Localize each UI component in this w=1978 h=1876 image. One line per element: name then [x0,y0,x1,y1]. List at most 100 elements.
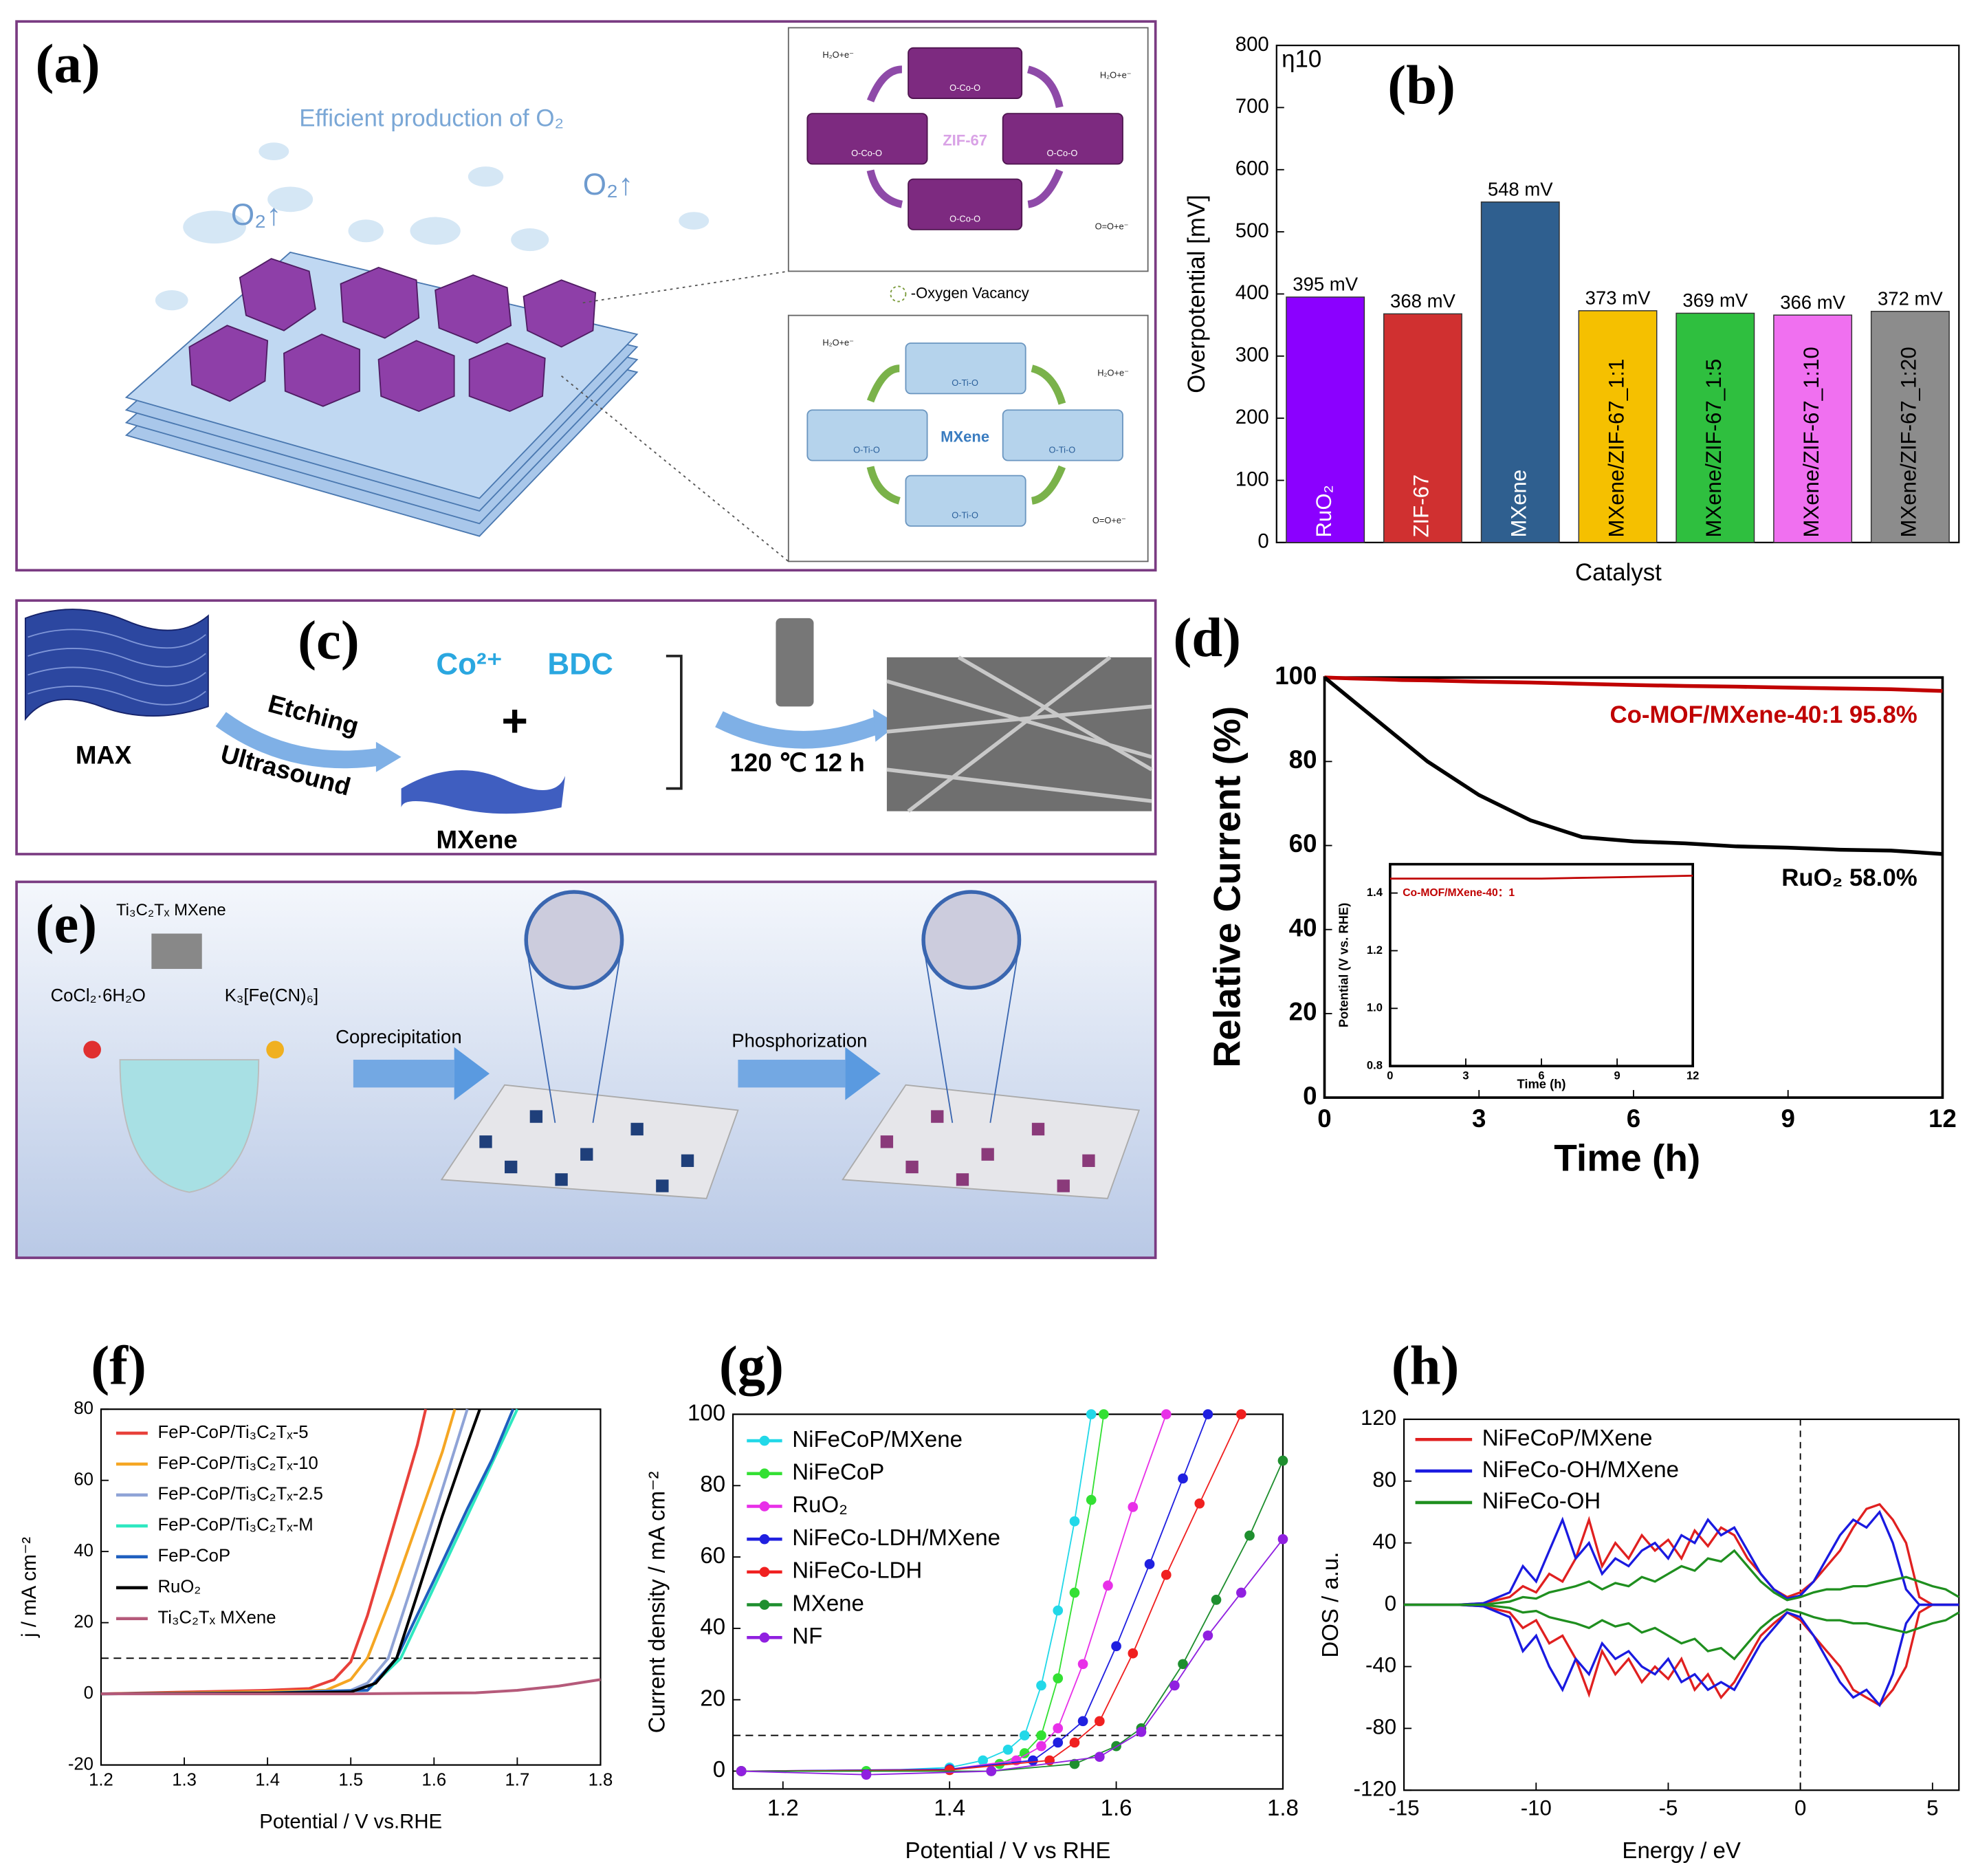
x-tick-label: 0 [1387,1069,1393,1082]
x-tick-label: 9 [1781,1104,1794,1133]
series-marker [1128,1502,1139,1512]
panel-e: (e) Ti₃C₂Tₓ MXene CoCl₂·6H₂O K₃[Fe(CN)₆]… [15,880,1157,1259]
schematic-title: Efficient production of O₂ [299,105,564,131]
series-marker [1161,1569,1172,1580]
y-tick-label: -80 [1365,1715,1396,1739]
arrow [353,1060,454,1088]
legend-text: -Oxygen Vacancy [911,284,1029,301]
legend-label: FeP-CoP/Ti₃C₂Tₓ-2.5 [158,1485,323,1504]
label: BDC [547,647,613,681]
y-tick-label: 80 [700,1471,725,1496]
x-axis-label: Catalyst [1575,559,1662,586]
legend-label: NiFeCoP/MXene [1482,1425,1653,1450]
x-tick-label: 12 [1928,1104,1957,1133]
x-tick-label: 5 [1926,1796,1938,1820]
label: CoCl₂·6H₂O [51,986,146,1005]
y-tick-label: 400 [1235,281,1269,304]
y-axis-label: j / mA cm⁻² [18,1537,41,1638]
species-label: O=O+e⁻ [1095,221,1129,232]
panel-label: (c) [298,610,360,671]
node-labels: O-Ti-O O-Ti-O O-Ti-O O-Ti-O [853,378,1075,521]
bar-value-label: 369 mV [1682,290,1748,311]
node-label: O-Co-O [1046,148,1077,158]
x-axis-label: Time (h) [1554,1136,1700,1179]
y-tick-label: -120 [1354,1776,1396,1800]
series-marker [1069,1758,1080,1769]
category-label: ZIF-67 [1409,475,1433,538]
legend-label: NiFeCoP [792,1459,884,1484]
series-marker [736,1766,747,1776]
max-stack [24,609,209,721]
node-labels: O-Co-O O-Co-O O-Co-O O-Co-O [851,83,1077,224]
y-tick-label: 60 [1289,829,1317,858]
y-tick-label: 120 [1361,1406,1396,1430]
series-marker [1069,1516,1080,1527]
x-tick-label: -15 [1389,1796,1420,1820]
arrow-head [375,741,402,772]
x-tick-label: -10 [1521,1796,1552,1820]
legend-label: MXene [792,1590,864,1615]
bar-value-label: 395 mV [1293,274,1358,295]
x-tick-label: 6 [1627,1104,1640,1133]
series-marker [1244,1530,1255,1541]
legend-marker [759,1600,770,1610]
y-tick-label: 20 [74,1612,94,1631]
y-tick-label: 600 [1235,157,1269,179]
panel-label: (b) [1387,55,1455,116]
bar-value-label: 373 mV [1585,287,1651,309]
bar-value-label: 372 mV [1878,288,1943,309]
arrow-head [845,1047,881,1100]
series-marker [1094,1716,1105,1727]
legend-label: Ti₃C₂Tₓ MXene [158,1608,276,1628]
x-tick-label: 9 [1614,1069,1620,1082]
series-marker [1036,1680,1046,1691]
species-label: H₂O+e⁻ [822,337,854,347]
zoom-circle [524,890,624,990]
arrow [738,1060,846,1088]
series-line [1404,1603,1959,1707]
bar [1480,201,1560,543]
reagent-dot [266,1040,284,1059]
legend-label: FeP-CoP/Ti₃C₂Tₓ-5 [158,1423,309,1442]
y-tick-label: 60 [700,1542,725,1568]
label: K₃[Fe(CN)₆] [225,986,318,1005]
x-tick-label: 1.2 [767,1795,799,1820]
series-marker [1144,1559,1155,1569]
arrow [715,711,880,749]
legend-label: NiFeCo-OH/MXene [1482,1457,1679,1482]
zif-nodes [806,47,1123,230]
y-tick-label: 40 [1372,1529,1396,1553]
mxene-flake [151,933,202,969]
panel-label: (g) [719,1335,784,1397]
legend-label: NiFeCo-LDH [792,1558,922,1583]
category-label: MXene/ZIF-67_1:20 [1897,347,1921,537]
legend-label: NiFeCo-OH [1482,1488,1601,1514]
series-marker [1036,1730,1046,1741]
species-label: O=O+e⁻ [1092,515,1126,525]
series-line [1404,1603,1959,1708]
bar-value-label: 366 mV [1780,292,1845,313]
plot-frame [1389,862,1695,1068]
bar [1675,312,1755,543]
category-label: MXene [1506,470,1530,538]
annotation: RuO₂ 58.0% [1781,864,1917,891]
node-label: O-Co-O [949,83,980,93]
series-marker [1178,1473,1188,1484]
series-marker [1053,1737,1064,1748]
y-tick-label: 0 [84,1683,94,1703]
series-marker [1236,1409,1246,1419]
y-tick-label: 1.2 [1367,944,1383,957]
y-tick-label: 100 [688,1399,725,1425]
node-label: O-Ti-O [952,510,978,521]
series-marker [1019,1748,1030,1758]
y-tick-label: 80 [1372,1468,1396,1492]
legend-label: FeP-CoP [158,1547,231,1566]
species-label: H₂O+e⁻ [822,50,854,60]
x-tick-label: 3 [1462,1069,1469,1082]
panel-label: (h) [1392,1335,1460,1397]
sem-fibers [886,655,1153,813]
series-marker [1077,1659,1088,1670]
bracket [666,655,683,790]
series-marker [1019,1730,1030,1741]
label: Ti₃C₂Tₓ MXene [116,901,226,919]
